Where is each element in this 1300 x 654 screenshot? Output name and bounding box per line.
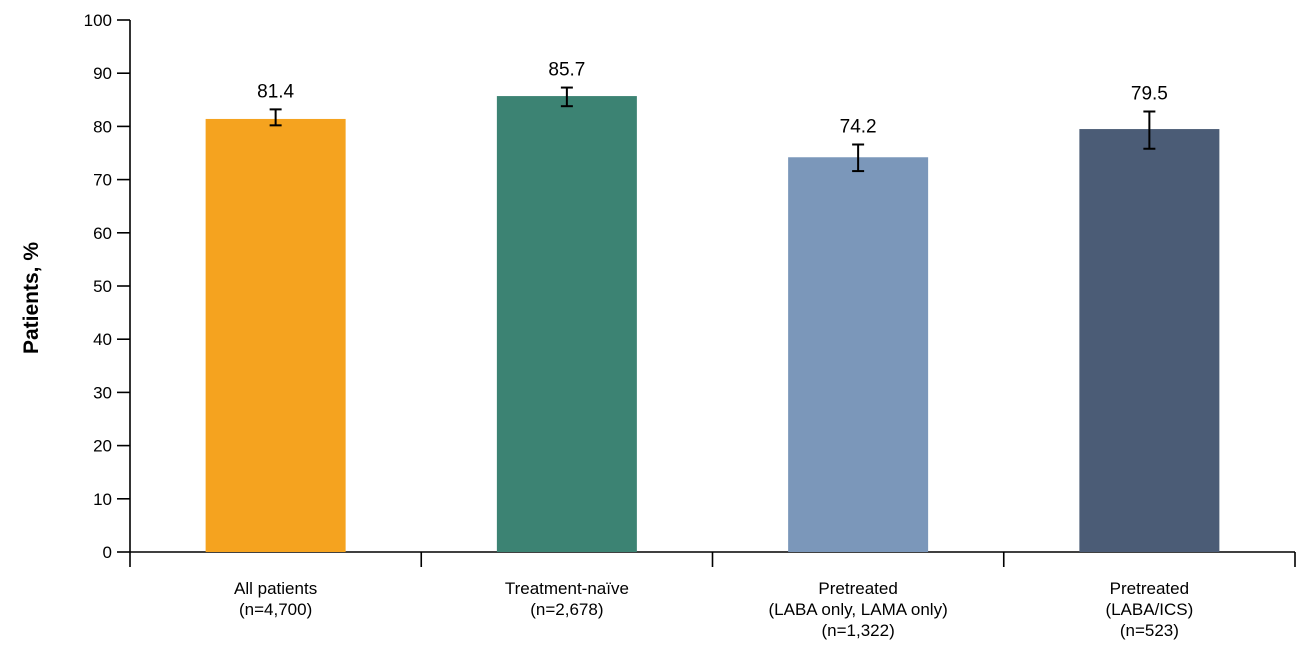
data-label: 79.5 <box>1131 84 1168 105</box>
error-bar <box>1143 110 1156 150</box>
x-axis <box>129 551 1296 567</box>
category-label: Pretreated (LABA/ICS) (n=523) <box>1105 579 1193 640</box>
y-tick-label: 70 <box>93 171 112 190</box>
error-bar <box>560 86 573 108</box>
error-bar <box>852 143 865 173</box>
y-tick-label: 50 <box>93 277 112 296</box>
bar <box>788 157 929 553</box>
y-tick-label: 40 <box>93 330 112 349</box>
error-bars <box>269 86 1156 173</box>
y-tick-label: 80 <box>93 117 112 136</box>
y-tick-label: 60 <box>93 224 112 243</box>
y-tick-label: 100 <box>84 11 112 30</box>
data-labels: 81.4 85.7 74.2 79.5 <box>257 60 1168 138</box>
category-label: Pretreated (LABA only, LAMA only) (n=1,322… <box>769 579 948 640</box>
y-tick-label: 30 <box>93 383 112 402</box>
y-tick-label: 20 <box>93 437 112 456</box>
bar <box>205 118 346 553</box>
bar <box>1079 129 1220 552</box>
y-tick-label: 0 <box>103 543 112 562</box>
category-labels: All patients (n=4,700) Treatment-naïve (n=2… <box>234 579 1193 640</box>
y-tick-label: 10 <box>93 490 112 509</box>
category-label: All patients (n=4,700) <box>234 579 317 619</box>
data-label: 81.4 <box>257 81 294 102</box>
category-label: Treatment-naïve (n=2,678) <box>505 579 629 619</box>
y-tick-label: 90 <box>93 64 112 83</box>
bar <box>496 96 637 553</box>
data-label: 74.2 <box>840 116 877 137</box>
y-axis: 0 10 20 30 40 50 60 70 80 90 100 <box>84 11 131 562</box>
y-axis-title: Patients, % <box>20 242 43 354</box>
bars <box>205 96 1220 553</box>
error-bar <box>269 108 282 127</box>
data-label: 85.7 <box>548 60 585 81</box>
